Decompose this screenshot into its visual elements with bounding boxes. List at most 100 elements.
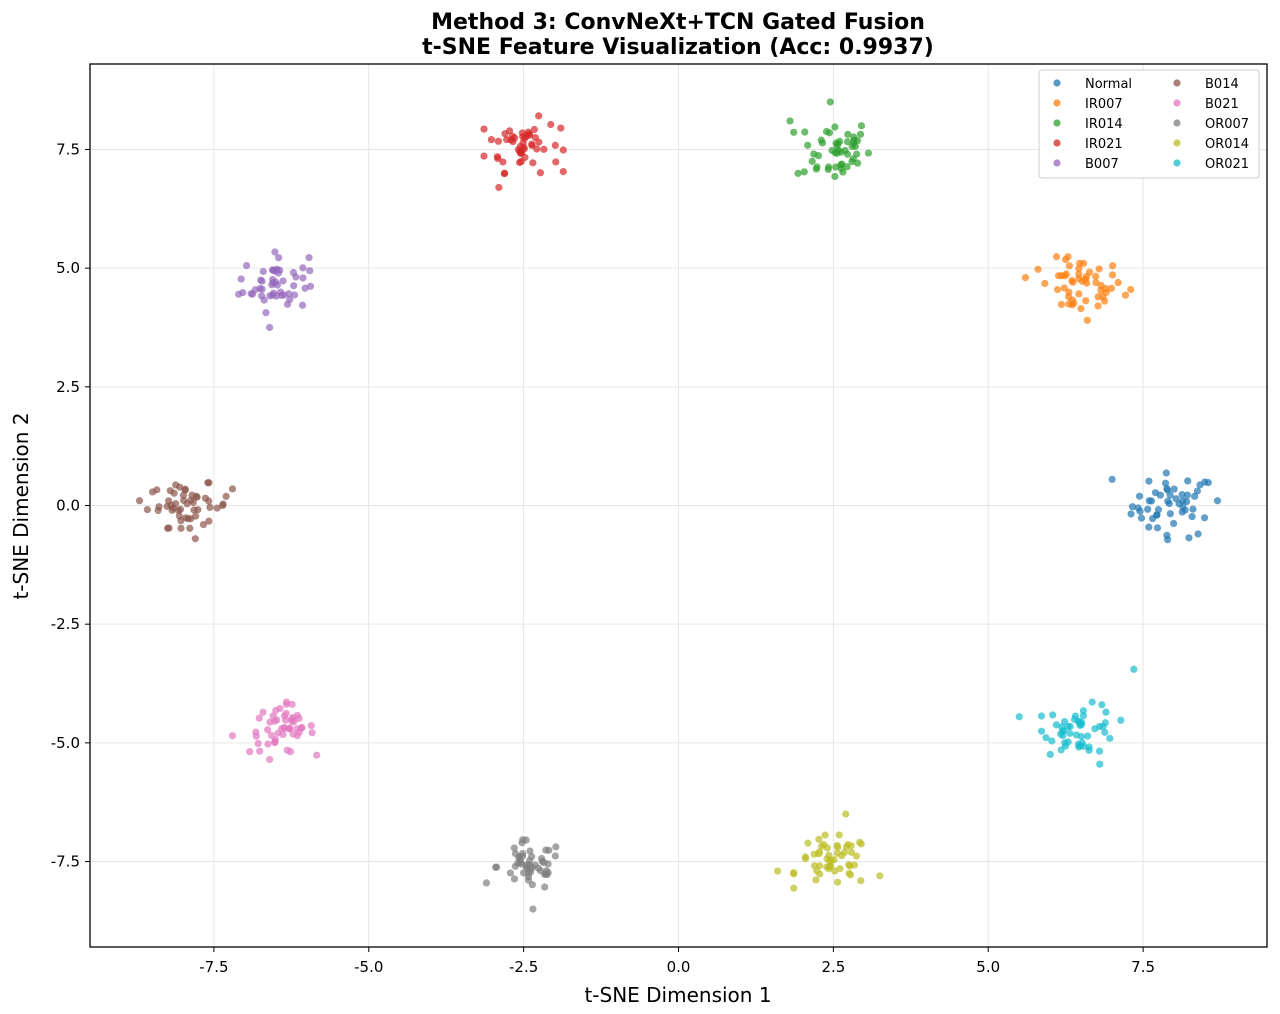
data-point (810, 150, 818, 158)
data-point (833, 878, 842, 886)
data-point (1072, 731, 1080, 739)
series-ir014 (786, 98, 873, 181)
data-point (529, 159, 537, 167)
legend-item-ir007: IR007 (1053, 97, 1123, 112)
data-point (510, 844, 518, 852)
data-point (1060, 284, 1068, 292)
data-point (1088, 698, 1096, 706)
data-point (831, 123, 839, 131)
data-point (1145, 477, 1153, 485)
data-point (505, 127, 514, 135)
data-point (494, 154, 502, 163)
legend-label: OR007 (1205, 117, 1249, 132)
legend-label: IR007 (1085, 97, 1123, 112)
data-point (1096, 760, 1104, 768)
data-point (155, 503, 163, 511)
data-point (482, 879, 491, 887)
data-point (1204, 478, 1212, 487)
data-point (1075, 290, 1083, 298)
data-point (1064, 723, 1072, 731)
data-point (271, 248, 279, 256)
data-point (266, 323, 274, 332)
x-axis-label: t-SNE Dimension 1 (584, 983, 771, 1007)
legend-item-or021: OR021 (1173, 157, 1249, 172)
data-point (1162, 469, 1170, 477)
data-point (252, 732, 260, 740)
data-point (267, 731, 275, 739)
data-point (1163, 531, 1171, 539)
data-point (1097, 281, 1105, 290)
legend-marker (1053, 139, 1061, 147)
data-point (551, 141, 559, 149)
data-point (199, 521, 208, 529)
data-point (1065, 288, 1073, 296)
data-point (1049, 711, 1057, 719)
data-point (818, 139, 827, 147)
data-point (190, 506, 198, 514)
data-point (308, 729, 316, 737)
legend-marker (1173, 119, 1181, 127)
data-point (825, 865, 833, 873)
data-point (135, 497, 144, 505)
data-point (290, 282, 298, 290)
data-point (500, 169, 509, 178)
series-b021 (228, 698, 321, 764)
data-point (832, 163, 840, 171)
data-point (186, 524, 194, 532)
data-point (1068, 276, 1076, 285)
data-point (552, 843, 560, 851)
data-point (1052, 253, 1061, 261)
y-tick-label: -5.0 (51, 734, 80, 752)
data-point (1121, 291, 1130, 299)
legend-marker (1053, 119, 1061, 127)
data-point (856, 130, 865, 138)
data-point (790, 128, 798, 136)
data-point (559, 146, 567, 154)
data-point (541, 883, 549, 891)
data-point (1079, 712, 1088, 720)
data-point (876, 872, 884, 880)
data-point (1145, 497, 1153, 505)
data-point (1108, 475, 1116, 483)
chart-title: Method 3: ConvNeXt+TCN Gated Fusion (431, 10, 925, 35)
data-point (266, 718, 274, 726)
data-point (557, 124, 565, 132)
data-point (1034, 265, 1042, 273)
data-point (1185, 534, 1193, 542)
data-point (1077, 305, 1085, 313)
data-point (1085, 746, 1093, 754)
data-point (536, 867, 545, 875)
data-point (1108, 271, 1117, 279)
data-point (1099, 293, 1107, 301)
data-point (288, 700, 296, 708)
data-point (290, 718, 298, 726)
data-point (1170, 519, 1178, 528)
data-point (852, 852, 861, 860)
data-point (1070, 299, 1078, 307)
data-point (1083, 316, 1091, 324)
data-point (1085, 268, 1094, 276)
data-point (289, 268, 298, 277)
data-point (1046, 750, 1054, 759)
data-point (177, 524, 185, 532)
data-point (1098, 701, 1106, 709)
axis-ticks: -7.5 -5.0 -2.5 0.0 2.5 5.0 7.5 -7.5 -5.0 -2.5 0.0 2… (51, 140, 1155, 976)
data-point (511, 862, 519, 870)
data-point (1079, 707, 1088, 715)
data-point (1145, 523, 1153, 531)
data-point (264, 740, 272, 748)
data-point (191, 535, 199, 543)
chart-subtitle: t-SNE Feature Visualization (Acc: 0.9937… (422, 35, 934, 60)
data-point (1084, 732, 1092, 740)
data-point (857, 122, 866, 130)
data-point (790, 884, 798, 892)
data-point (480, 125, 488, 133)
data-point (838, 160, 846, 168)
data-point (259, 708, 267, 716)
data-point (272, 292, 280, 300)
legend-item-ir014: IR014 (1053, 117, 1123, 132)
data-point (256, 284, 264, 293)
data-point (833, 849, 842, 857)
data-point (525, 130, 533, 138)
